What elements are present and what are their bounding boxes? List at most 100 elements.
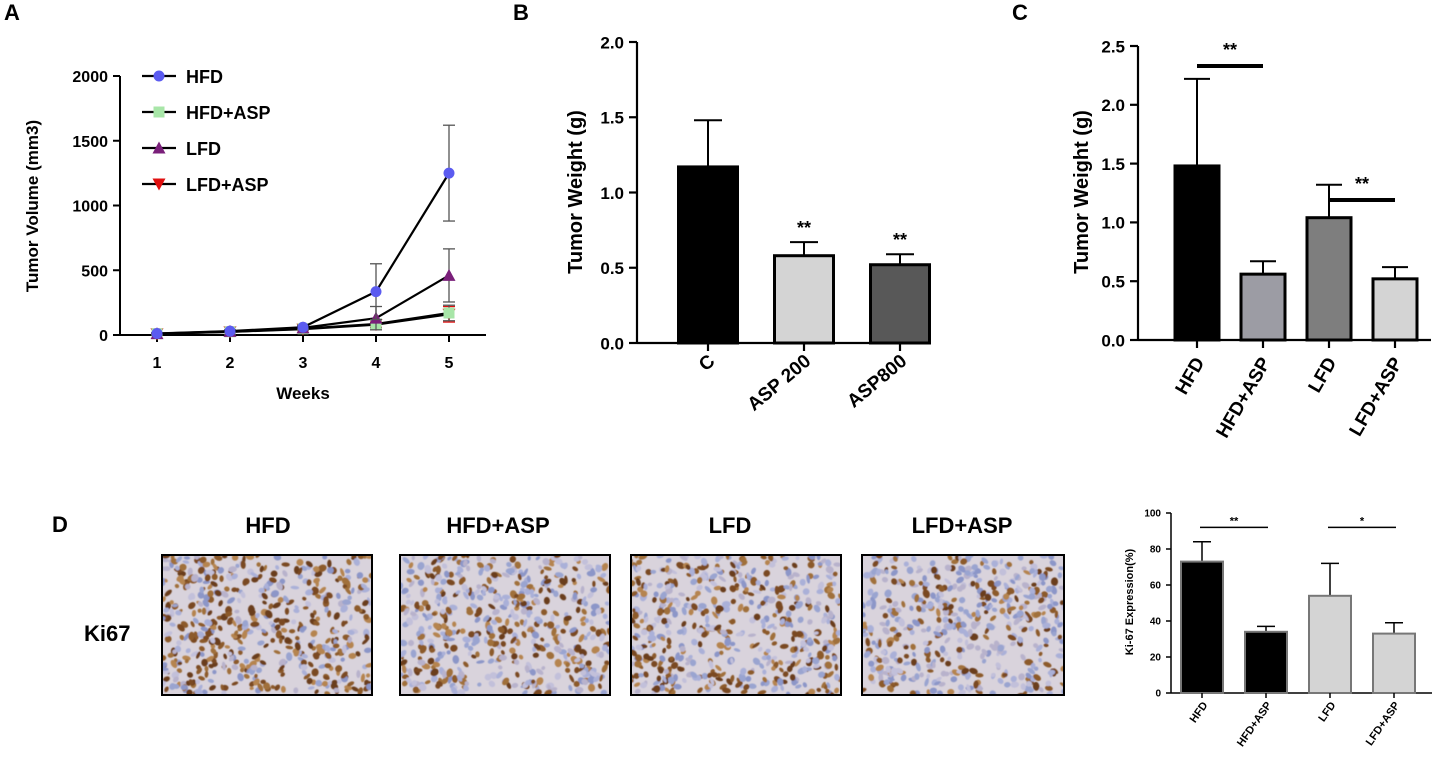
cell-nucleus xyxy=(476,584,482,590)
cell-nucleus xyxy=(638,673,645,678)
image-cells xyxy=(631,555,841,695)
cell-nucleus xyxy=(1006,587,1015,595)
bar-hfd-asp xyxy=(1239,272,1287,342)
x-tick-label: HFD xyxy=(1188,700,1211,725)
cell-nucleus xyxy=(223,653,228,660)
cell-nucleus xyxy=(1010,641,1016,647)
cell-nucleus xyxy=(188,602,196,610)
cell-nucleus xyxy=(673,599,680,605)
cell-nucleus xyxy=(997,678,1004,684)
cell-nucleus xyxy=(651,691,657,695)
legend-label: LFD xyxy=(186,139,221,159)
cell-nucleus xyxy=(772,613,777,618)
cell-nucleus xyxy=(711,596,718,605)
cell-nucleus xyxy=(895,667,904,674)
cell-nucleus xyxy=(307,686,315,690)
cell-nucleus xyxy=(590,587,598,593)
cell-nucleus xyxy=(1038,604,1047,611)
cell-nucleus xyxy=(344,587,352,595)
cell-nucleus xyxy=(871,555,877,560)
cell-nucleus xyxy=(408,562,414,569)
cell-nucleus xyxy=(589,626,597,632)
cell-nucleus xyxy=(704,586,712,593)
cell-nucleus xyxy=(651,660,658,668)
cell-nucleus xyxy=(1038,651,1043,657)
cell-nucleus xyxy=(170,659,178,669)
cell-nucleus xyxy=(734,583,740,588)
cell-nucleus xyxy=(748,683,757,689)
cell-nucleus xyxy=(347,595,352,601)
cell-nucleus xyxy=(729,585,737,593)
cell-nucleus xyxy=(527,556,531,561)
cell-nucleus xyxy=(463,661,469,668)
cell-nucleus xyxy=(227,651,233,656)
cell-nucleus xyxy=(938,585,945,592)
cell-nucleus xyxy=(357,687,364,695)
cell-nucleus xyxy=(960,558,968,565)
cell-nucleus xyxy=(188,679,194,686)
cell-nucleus xyxy=(601,664,608,673)
cell-nucleus xyxy=(602,613,608,620)
x-tick-label: C xyxy=(695,351,719,376)
cell-nucleus xyxy=(817,650,824,660)
cell-nucleus xyxy=(1040,580,1046,586)
cell-nucleus xyxy=(293,608,300,614)
cell-nucleus xyxy=(317,564,327,572)
cell-nucleus xyxy=(468,631,475,638)
cell-nucleus xyxy=(663,687,670,692)
cell-nucleus xyxy=(237,627,243,632)
cell-nucleus xyxy=(645,568,652,576)
cell-nucleus xyxy=(315,593,322,599)
cell-nucleus xyxy=(1038,573,1046,582)
cell-nucleus xyxy=(302,606,309,610)
cell-nucleus xyxy=(513,659,520,665)
cell-nucleus xyxy=(164,589,172,597)
cell-nucleus xyxy=(783,566,789,571)
cell-nucleus xyxy=(710,672,718,678)
cell-nucleus xyxy=(326,592,333,599)
cell-nucleus xyxy=(812,657,820,665)
cell-nucleus xyxy=(981,648,988,656)
cell-nucleus xyxy=(885,619,890,627)
cell-nucleus xyxy=(657,607,664,616)
cell-nucleus xyxy=(1043,643,1049,648)
cell-nucleus xyxy=(514,638,521,646)
cell-nucleus xyxy=(984,610,989,615)
cell-nucleus xyxy=(760,555,767,560)
cell-nucleus xyxy=(457,666,462,672)
cell-nucleus xyxy=(909,605,914,612)
cell-nucleus xyxy=(959,584,966,590)
cell-nucleus xyxy=(424,564,432,574)
cell-nucleus xyxy=(827,639,835,647)
cell-nucleus xyxy=(1038,687,1044,693)
cell-nucleus xyxy=(587,591,594,599)
cell-nucleus xyxy=(565,667,571,673)
cell-nucleus xyxy=(960,621,967,628)
cell-nucleus xyxy=(555,572,564,578)
cell-nucleus xyxy=(658,684,666,692)
cell-nucleus xyxy=(488,680,496,688)
cell-nucleus xyxy=(558,642,564,648)
cell-nucleus xyxy=(463,685,469,692)
cell-nucleus xyxy=(740,667,747,676)
cell-nucleus xyxy=(274,684,281,691)
cell-nucleus xyxy=(800,640,807,647)
cell-nucleus xyxy=(709,573,718,580)
cell-nucleus xyxy=(664,607,671,615)
cell-nucleus xyxy=(263,643,269,648)
cell-nucleus xyxy=(1023,613,1029,622)
cell-nucleus xyxy=(1060,665,1064,672)
cell-nucleus xyxy=(257,640,265,646)
cell-nucleus xyxy=(715,605,724,612)
cell-nucleus xyxy=(258,587,265,593)
cell-nucleus xyxy=(595,608,602,615)
cell-nucleus xyxy=(163,631,173,637)
legend-label: LFD+ASP xyxy=(186,175,269,195)
cell-nucleus xyxy=(1045,585,1053,593)
cell-nucleus xyxy=(903,661,911,666)
cell-nucleus xyxy=(807,619,813,625)
cell-nucleus xyxy=(557,634,562,642)
cell-nucleus xyxy=(520,607,528,615)
cell-nucleus xyxy=(688,608,694,616)
